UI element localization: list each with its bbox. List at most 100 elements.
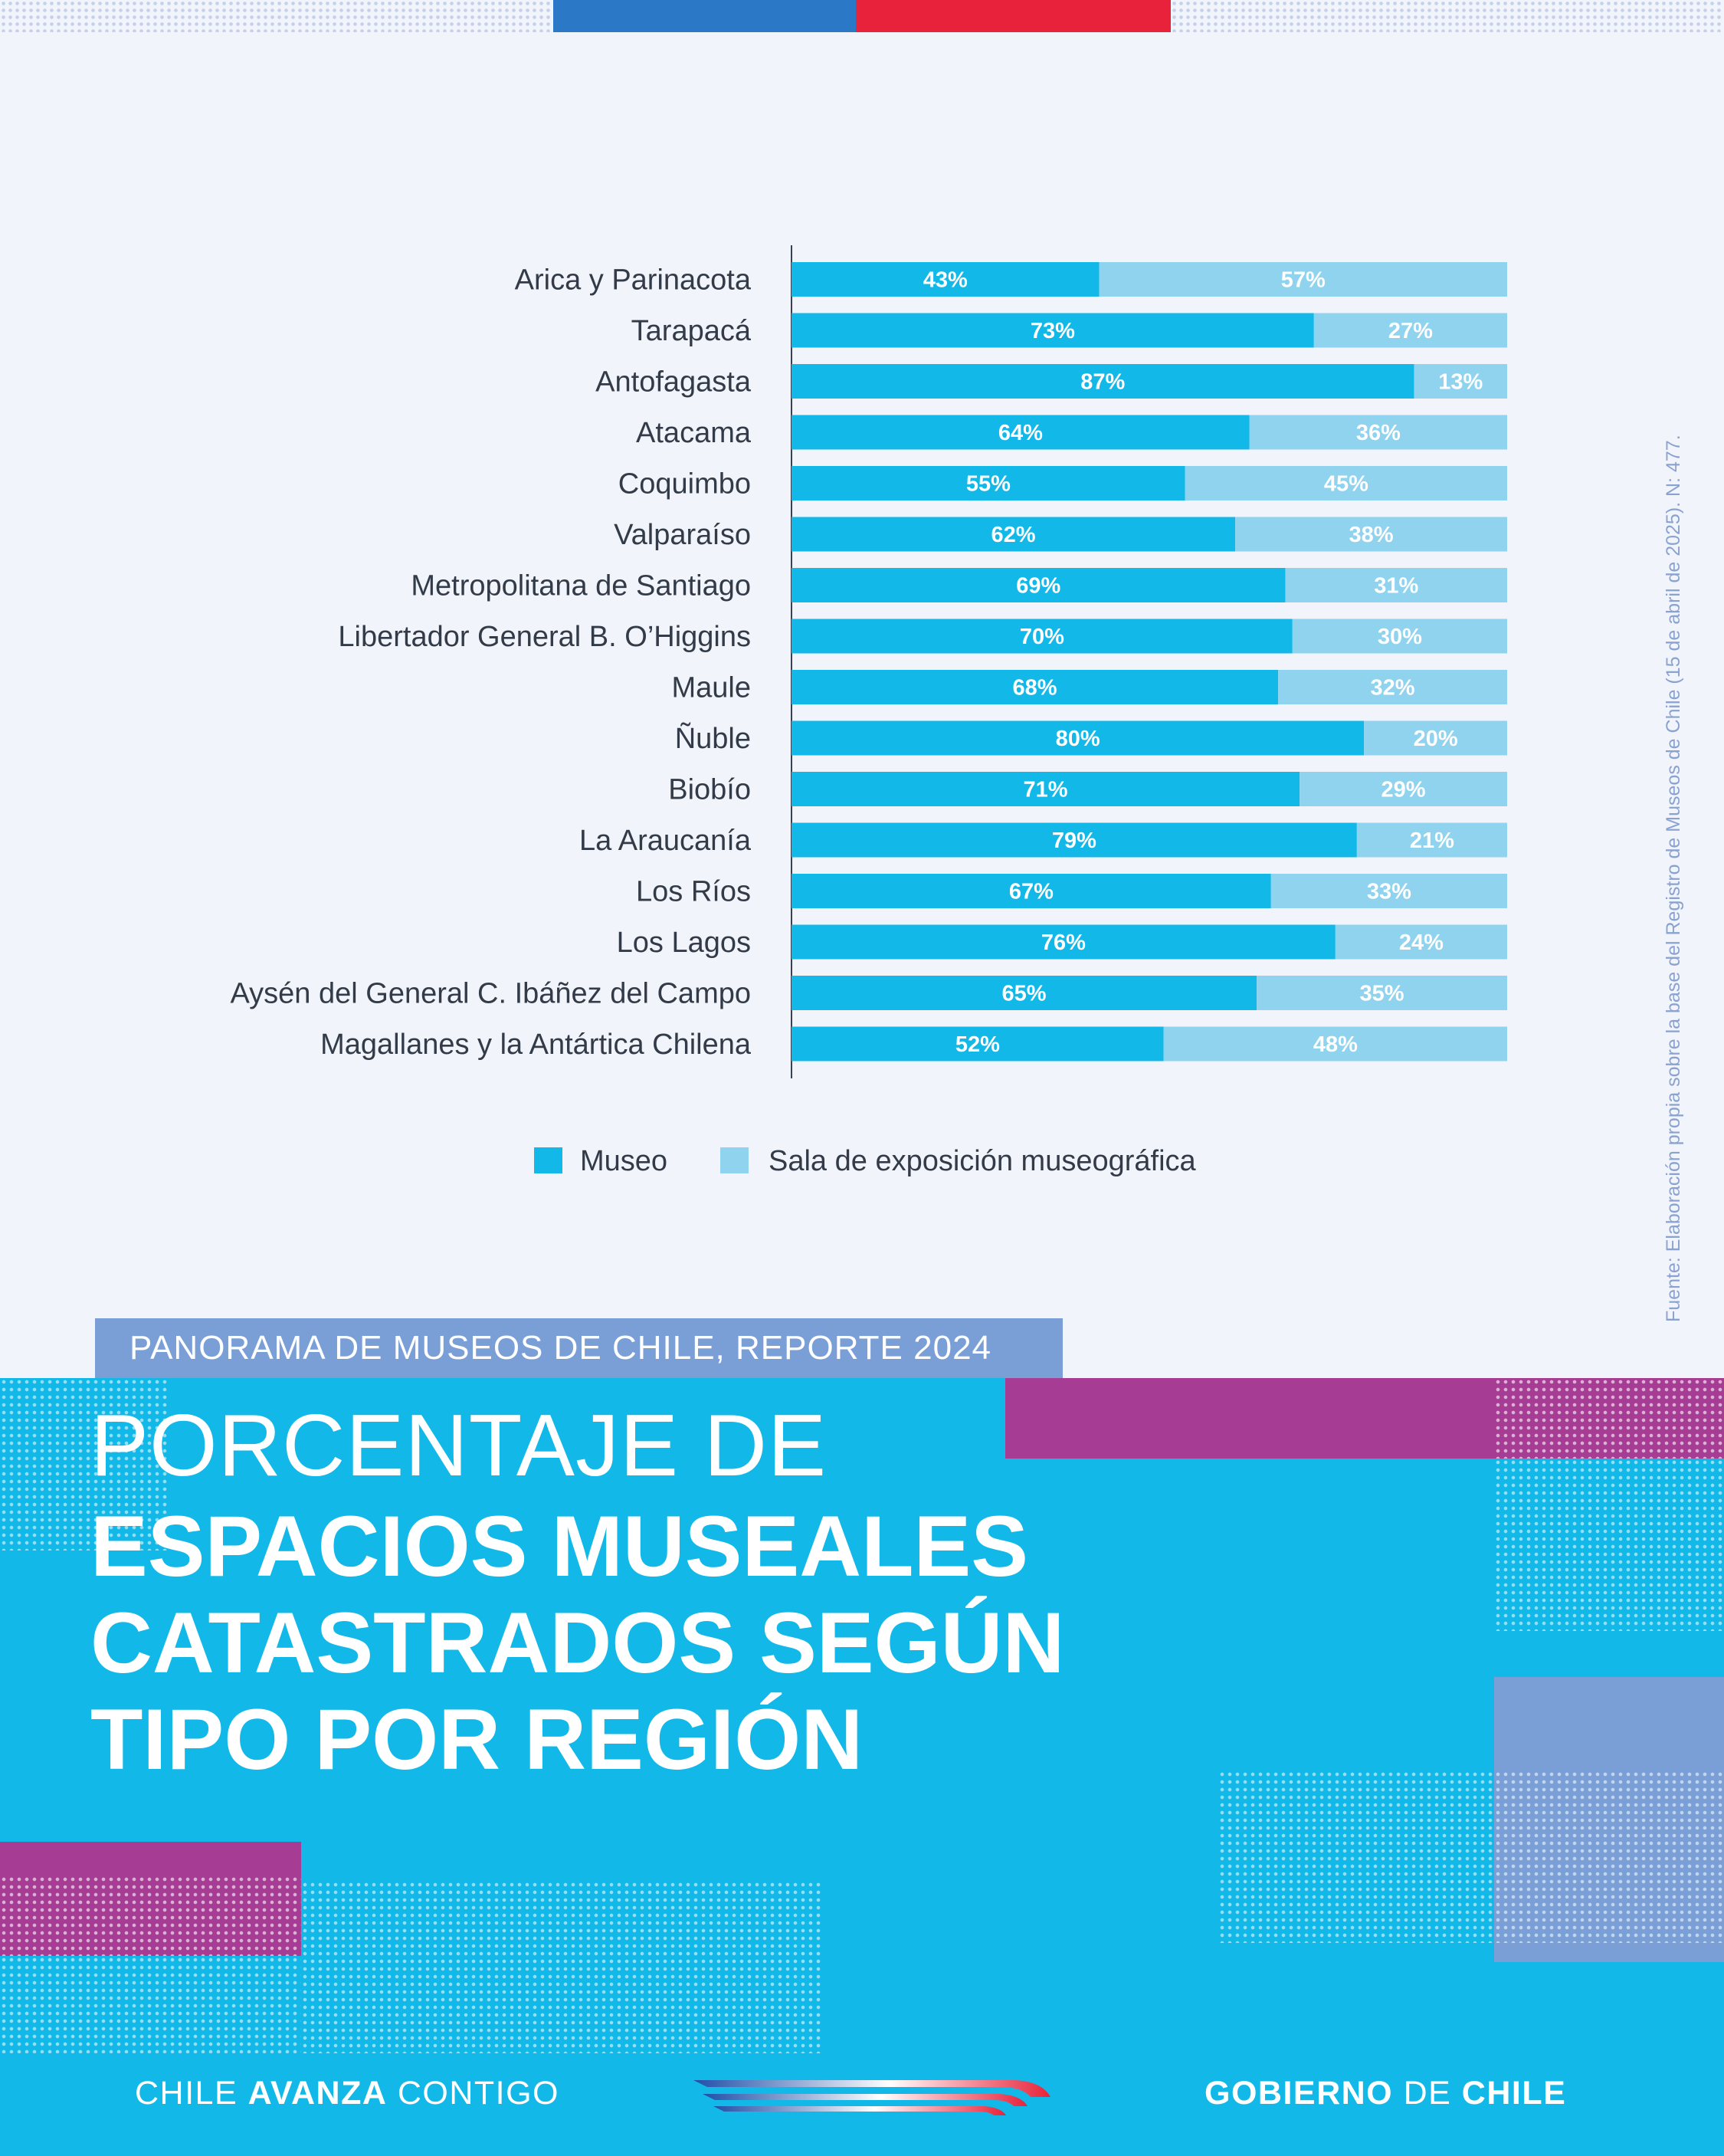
value-label: 20% bbox=[1414, 727, 1458, 751]
value-label: 38% bbox=[1349, 523, 1394, 547]
legend-label-sala: Sala de exposición museográfica bbox=[769, 1145, 1197, 1177]
category-label: Los Lagos bbox=[617, 927, 751, 959]
category-label: Maule bbox=[672, 672, 752, 704]
value-label: 87% bbox=[1080, 370, 1125, 395]
value-label: 32% bbox=[1371, 676, 1415, 701]
title-line-1: PORCENTAJE DE bbox=[90, 1397, 828, 1495]
bar-museo bbox=[792, 568, 1286, 602]
value-label: 68% bbox=[1013, 676, 1057, 701]
source-note: Fuente: Elaboración propia sobre la base… bbox=[1663, 435, 1684, 1322]
category-label: Antofagasta bbox=[595, 366, 752, 399]
value-label: 24% bbox=[1399, 930, 1444, 955]
bar-sala bbox=[1099, 262, 1507, 297]
decor-magenta-bar-bottom bbox=[0, 1842, 301, 1875]
category-label: Metropolitana de Santiago bbox=[411, 570, 751, 602]
legend-swatch-sala bbox=[720, 1147, 749, 1173]
swoosh-stripe-3 bbox=[713, 2106, 1006, 2115]
value-label: 33% bbox=[1367, 880, 1411, 904]
value-label: 67% bbox=[1009, 880, 1054, 904]
government-swoosh-logo bbox=[693, 2080, 1050, 2115]
gov-chile: CHILE bbox=[1461, 2075, 1567, 2112]
value-label: 55% bbox=[966, 472, 1011, 497]
bar-museo bbox=[792, 466, 1185, 500]
bars bbox=[792, 262, 1507, 1062]
title-bold-block: ESPACIOS MUSEALES CATASTRADOS SEGÚN TIPO… bbox=[90, 1498, 1240, 1788]
bar-museo bbox=[792, 670, 1279, 704]
value-label: 45% bbox=[1324, 472, 1368, 497]
value-label: 65% bbox=[1002, 982, 1047, 1006]
bar-museo bbox=[792, 364, 1414, 399]
slogan-avanza: AVANZA bbox=[247, 2075, 388, 2112]
top-accent-bar-blue bbox=[553, 0, 856, 32]
value-label: 64% bbox=[998, 421, 1043, 445]
value-label: 70% bbox=[1020, 625, 1064, 649]
category-label: Coquimbo bbox=[618, 468, 751, 500]
value-label: 62% bbox=[991, 523, 1036, 547]
title-panel bbox=[0, 1378, 1724, 2156]
decor-dots-periwinkle-overlay bbox=[1494, 1770, 1724, 1943]
bar-sala bbox=[1257, 976, 1507, 1010]
top-dot-pattern-left bbox=[0, 0, 553, 32]
value-label: 36% bbox=[1356, 421, 1401, 445]
value-label: 21% bbox=[1410, 829, 1454, 853]
bar-museo bbox=[792, 415, 1250, 450]
category-label: Ñuble bbox=[675, 722, 751, 755]
bar-sala bbox=[1414, 364, 1507, 399]
title-line-3: CATASTRADOS SEGÚN bbox=[90, 1595, 1065, 1691]
bar-sala bbox=[1364, 720, 1507, 756]
bar-museo bbox=[792, 313, 1314, 348]
bar-museo bbox=[792, 1026, 1164, 1062]
legend: Museo Sala de exposición museográfica bbox=[534, 1145, 1197, 1177]
value-label: 35% bbox=[1360, 982, 1404, 1006]
value-label: 31% bbox=[1374, 574, 1418, 599]
value-label: 73% bbox=[1031, 319, 1075, 343]
bar-sala bbox=[1300, 772, 1507, 806]
bar-sala bbox=[1313, 313, 1507, 348]
decor-dots-bottom-left bbox=[301, 1881, 824, 2053]
swoosh-stripe-2 bbox=[703, 2094, 1028, 2106]
bar-sala bbox=[1278, 670, 1507, 704]
bar-sala bbox=[1356, 822, 1507, 858]
decor-magenta-dots-bottom bbox=[0, 1875, 301, 1956]
value-label: 80% bbox=[1056, 727, 1100, 751]
category-label: Atacama bbox=[636, 417, 752, 449]
slogan-chile: CHILE bbox=[135, 2075, 248, 2112]
bar-museo bbox=[792, 772, 1300, 806]
bar-sala bbox=[1335, 924, 1507, 960]
bar-sala bbox=[1185, 466, 1507, 500]
category-label: Libertador General B. O’Higgins bbox=[338, 621, 751, 653]
gov-de: DE bbox=[1393, 2075, 1462, 2112]
value-label: 27% bbox=[1388, 319, 1433, 343]
legend-swatch-museo bbox=[534, 1147, 562, 1173]
value-label: 76% bbox=[1041, 930, 1086, 955]
top-dot-pattern-right bbox=[1171, 0, 1724, 32]
bar-museo bbox=[792, 262, 1100, 297]
decor-dots-left-strip bbox=[0, 1378, 167, 1551]
decor-magenta-bar-top bbox=[1005, 1378, 1494, 1459]
value-label: 79% bbox=[1052, 829, 1096, 853]
category-label: Magallanes y la Antártica Chilena bbox=[320, 1029, 752, 1061]
bar-sala bbox=[1249, 415, 1507, 450]
value-label: 52% bbox=[955, 1032, 1000, 1057]
value-label: 57% bbox=[1281, 268, 1326, 293]
value-label: 13% bbox=[1438, 370, 1483, 395]
decor-magenta-dots-top bbox=[1494, 1378, 1724, 1459]
title-line-4: TIPO POR REGIÓN bbox=[90, 1692, 864, 1787]
category-label: Los Ríos bbox=[636, 876, 751, 908]
swoosh-stripe-1 bbox=[693, 2080, 1050, 2097]
bar-sala bbox=[1270, 874, 1507, 908]
category-label: La Araucanía bbox=[579, 825, 752, 857]
decor-dots-right-upper bbox=[1494, 1459, 1724, 1631]
slogan-contigo: CONTIGO bbox=[387, 2075, 559, 2112]
bar-sala bbox=[1292, 619, 1507, 654]
category-labels: Arica y Parinacota Tarapacá Antofagasta Ata… bbox=[231, 264, 752, 1062]
value-label: 43% bbox=[923, 268, 968, 293]
bar-sala bbox=[1163, 1026, 1507, 1062]
bar-museo bbox=[792, 976, 1257, 1010]
footer-slogan: CHILE AVANZA CONTIGO bbox=[135, 2077, 559, 2110]
category-label: Biobío bbox=[668, 774, 751, 806]
value-label: 71% bbox=[1024, 778, 1068, 802]
value-label: 48% bbox=[1313, 1032, 1358, 1057]
bar-sala bbox=[1235, 517, 1507, 552]
bar-museo bbox=[792, 822, 1357, 858]
